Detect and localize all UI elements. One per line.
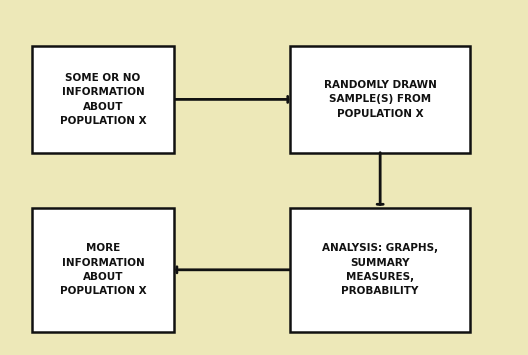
Bar: [32, 208, 174, 332]
Text: RANDOMLY DRAWN
SAMPLE(S) FROM
POPULATION X: RANDOMLY DRAWN SAMPLE(S) FROM POPULATION…: [324, 80, 437, 119]
Bar: [290, 208, 470, 332]
Text: SOME OR NO
INFORMATION
ABOUT
POPULATION X: SOME OR NO INFORMATION ABOUT POPULATION …: [60, 73, 146, 126]
Bar: [32, 46, 174, 153]
Bar: [290, 46, 470, 153]
Text: MORE
INFORMATION
ABOUT
POPULATION X: MORE INFORMATION ABOUT POPULATION X: [60, 243, 146, 296]
Text: ANALYSIS: GRAPHS,
SUMMARY
MEASURES,
PROBABILITY: ANALYSIS: GRAPHS, SUMMARY MEASURES, PROB…: [322, 243, 438, 296]
